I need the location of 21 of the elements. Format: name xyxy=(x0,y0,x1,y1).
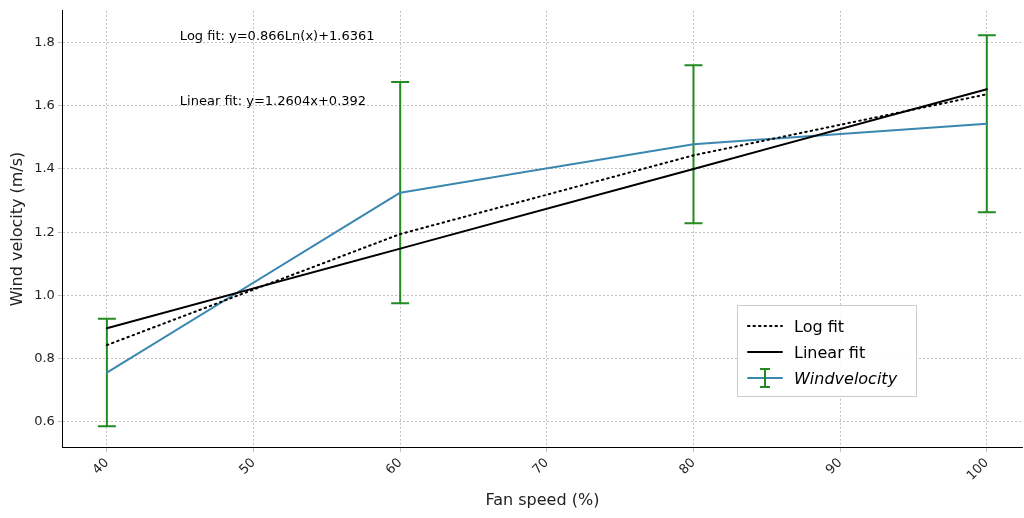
x-axis-title: Fan speed (%) xyxy=(485,489,600,509)
x-tick-label: 80 xyxy=(675,454,698,477)
y-axis-title: Wind velocity (m/s) xyxy=(6,151,26,307)
legend-label: Linear fit xyxy=(794,342,866,362)
annotation: Log fit: y=0.866Ln(x)+1.6361 xyxy=(179,28,375,44)
y-tick-label: 1.4 xyxy=(34,160,55,176)
annotation: Linear fit: y=1.2604x+0.392 xyxy=(179,93,367,109)
y-tick-label: 0.6 xyxy=(34,413,55,429)
x-tick-label: 50 xyxy=(235,454,259,477)
y-tick-label: 1.2 xyxy=(34,223,55,239)
y-tick-label: 1.0 xyxy=(34,286,55,302)
y-tick-label: 0.8 xyxy=(34,350,55,366)
legend-label: Log fit xyxy=(794,316,845,336)
y-tick-label: 1.8 xyxy=(34,33,55,49)
x-tick-label: 70 xyxy=(529,454,552,477)
x-tick-label: 60 xyxy=(382,454,405,477)
x-tick-label: 100 xyxy=(963,454,992,483)
x-tick-label: 40 xyxy=(89,454,112,477)
legend-label: Windvelocity xyxy=(794,368,898,388)
y-tick-label: 1.6 xyxy=(34,97,55,113)
x-tick-label: 90 xyxy=(822,454,845,477)
